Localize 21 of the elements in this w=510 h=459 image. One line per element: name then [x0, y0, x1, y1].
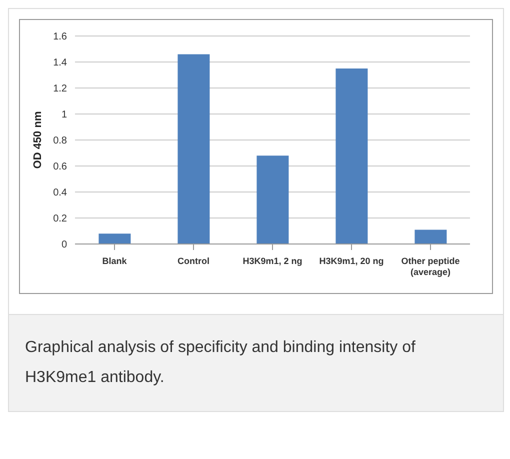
bar	[98, 234, 131, 244]
y-tick-label: 1.4	[53, 58, 68, 69]
x-tick-label: H3K9m1, 2 ng	[242, 256, 302, 266]
bar	[256, 156, 289, 244]
y-tick-label: 0.2	[53, 214, 68, 225]
x-tick-label: H3K9m1, 20 ng	[319, 256, 384, 266]
y-tick-label: 0.6	[53, 162, 68, 173]
y-tick-label: 0.4	[53, 188, 68, 199]
y-tick-label: 1	[61, 110, 68, 121]
text: Graphical analysis of specificity and binding intensity of H3K9me1 antibody.	[25, 338, 416, 388]
y-axis-title: OD 450 nm	[32, 111, 44, 169]
y-tick-label: 1.2	[53, 84, 68, 95]
bar	[336, 68, 368, 244]
bar	[414, 230, 447, 244]
bar	[178, 54, 210, 244]
x-tick-label: Other peptide (average)	[401, 256, 460, 277]
y-tick-label: 0	[61, 240, 68, 251]
y-tick-label: 0.8	[53, 136, 68, 147]
x-tick-label: Control	[178, 256, 210, 266]
y-tick-label: 1.6	[53, 32, 68, 43]
x-tick-label: Blank	[102, 256, 128, 266]
